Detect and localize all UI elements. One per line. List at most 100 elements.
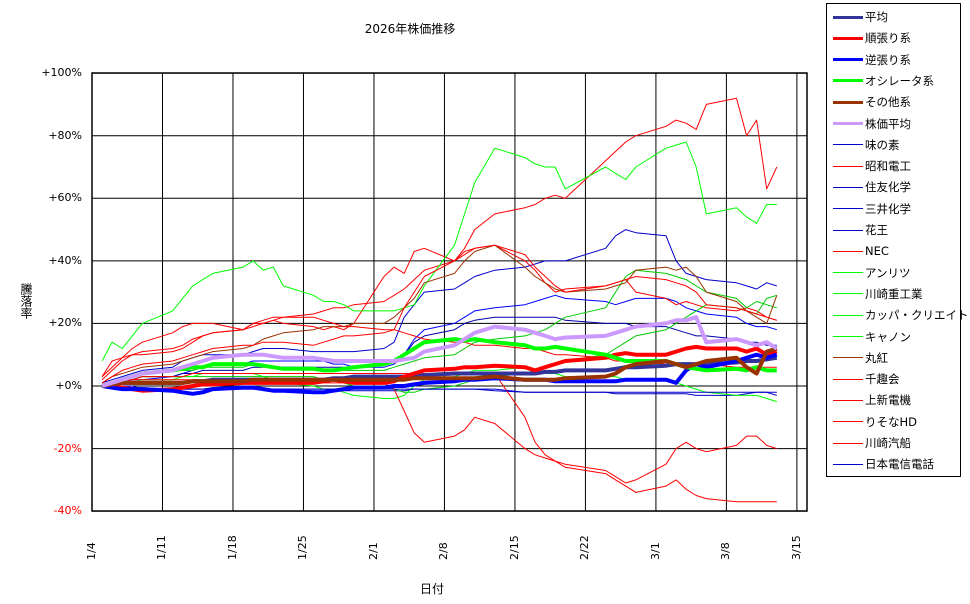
series-line [101, 315, 778, 388]
y-tick-label: +40% [48, 253, 82, 267]
series-line [101, 379, 777, 503]
legend-swatch [833, 122, 863, 125]
legend-item: NEC [833, 243, 889, 259]
series-line [101, 141, 777, 362]
legend-item: 日本電信電話 [833, 456, 934, 472]
legend-label: 三井化学 [865, 201, 911, 216]
x-tick-label: 1/4 [85, 542, 98, 560]
legend-label: オシレータ系 [865, 73, 934, 88]
legend-label: 株価平均 [865, 116, 911, 131]
legend-label: その他系 [865, 95, 911, 110]
legend-swatch [833, 314, 863, 316]
series-line [101, 97, 778, 381]
legend-swatch [833, 250, 863, 252]
x-tick-label: 1/25 [296, 535, 310, 560]
chart-grid [91, 72, 807, 512]
series-line [102, 344, 778, 393]
x-tick-label: 1/18 [225, 535, 239, 560]
legend-label: 平均 [865, 10, 888, 24]
legend-item: オシレータ系 [833, 73, 934, 89]
y-tick-label: +20% [48, 316, 82, 330]
y-tick-label: +100% [41, 66, 82, 80]
legend-label: 逆張り系 [865, 52, 911, 67]
x-tick-label: 1/11 [155, 535, 169, 560]
legend-swatch [833, 399, 863, 401]
series-line [101, 346, 778, 388]
x-axis-label: 日付 [420, 582, 445, 596]
x-tick-label: 2/8 [437, 542, 451, 560]
legend-swatch [833, 421, 863, 423]
legend-label: 順張り系 [865, 31, 911, 46]
y-axis-label: 騰落率 [19, 283, 33, 319]
legend-item: 順張り系 [833, 30, 911, 46]
series-line [101, 244, 778, 384]
legend-item: 住友化学 [833, 179, 911, 195]
series-line [102, 385, 777, 396]
legend-label: 日本電信電話 [865, 457, 934, 472]
legend-label: 上新電機 [865, 393, 911, 408]
legend-label: りそなHD [865, 414, 918, 429]
legend-swatch [833, 58, 863, 62]
legend-item: 昭和電工 [833, 158, 911, 174]
y-tick-label: -40% [53, 504, 82, 518]
x-tick-label: 3/1 [648, 542, 662, 560]
legend-item: その他系 [833, 94, 911, 110]
legend-swatch [833, 144, 863, 146]
chart-title: 2026年株価推移 [364, 22, 456, 36]
legend-swatch [833, 293, 863, 295]
legend-item: アンリツ [833, 265, 911, 281]
legend-item: カッパ・クリエイト [833, 307, 969, 323]
y-tick-label: +60% [48, 191, 82, 205]
legend-label: キャノン [865, 329, 911, 344]
series-line [101, 352, 778, 396]
y-tick-label: -20% [53, 441, 82, 455]
legend-swatch [833, 100, 863, 104]
legend-swatch [833, 442, 863, 444]
legend-item: 三井化学 [833, 201, 911, 217]
series-line [101, 316, 777, 387]
legend-label: 千趣会 [865, 372, 900, 387]
legend-swatch [833, 357, 863, 359]
legend-label: 昭和電工 [865, 159, 911, 174]
series-line [101, 244, 777, 377]
legend-swatch [833, 15, 863, 19]
y-tick-label: +0% [55, 379, 82, 392]
legend-item: りそなHD [833, 414, 917, 430]
chart-series [101, 97, 778, 503]
legend-item: 川崎汽船 [833, 435, 911, 451]
legend-item: 味の素 [833, 137, 900, 153]
legend-item: 川崎重工業 [833, 286, 923, 302]
legend-swatch [833, 229, 863, 231]
legend-item: 株価平均 [833, 116, 911, 132]
legend-label: 住友化学 [865, 180, 911, 195]
plot-frame [91, 72, 808, 512]
legend-label: 川崎汽船 [865, 436, 911, 450]
legend-label: カッパ・クリエイト [865, 308, 969, 323]
legend-label: 味の素 [865, 137, 900, 152]
series-line [101, 244, 777, 384]
legend-label: NEC [865, 244, 889, 259]
x-tick-label: 3/8 [719, 542, 733, 560]
legend-item: 逆張り系 [833, 52, 911, 68]
legend-item: 平均 [833, 9, 888, 25]
legend-item: キャノン [833, 329, 911, 345]
legend-label: 丸紅 [865, 350, 888, 365]
x-tick-label: 2/1 [366, 542, 380, 560]
x-tick-label: 2/22 [578, 535, 592, 560]
legend-item: 花王 [833, 222, 888, 238]
legend-swatch [833, 36, 863, 40]
legend-item: 丸紅 [833, 350, 888, 366]
chart-legend: 平均順張り系逆張り系オシレータ系 その他系株価平均味の素昭和電工住友化学三井化学花… [826, 3, 969, 477]
legend-label: アンリツ [865, 265, 911, 280]
y-tick-label: +80% [48, 128, 82, 142]
series-line [101, 373, 777, 484]
legend-label: 川崎重工業 [865, 286, 923, 301]
legend-label: 花王 [865, 223, 888, 237]
legend-item: 上新電機 [833, 392, 911, 408]
legend-swatch [833, 336, 863, 337]
legend-swatch [833, 208, 863, 210]
legend-swatch [833, 165, 863, 167]
legend-swatch [833, 186, 863, 188]
series-line [101, 294, 777, 393]
